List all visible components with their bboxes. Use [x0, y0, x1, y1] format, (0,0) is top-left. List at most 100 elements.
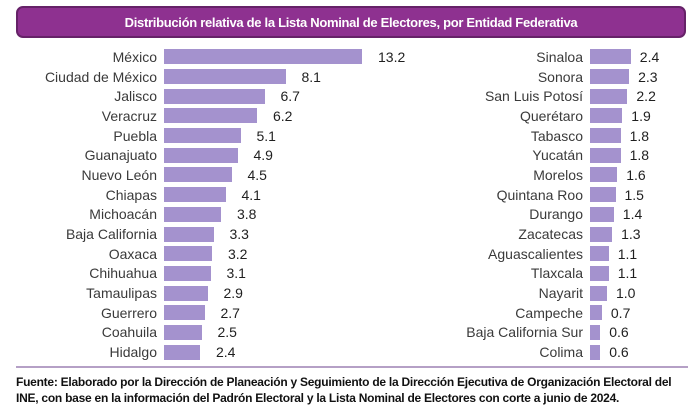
bar	[164, 147, 238, 163]
bar-row: Chihuahua 3.1	[16, 264, 416, 284]
bar	[164, 69, 286, 85]
value-label: 3.8	[237, 206, 257, 223]
bar-row: Aguascalientes 1.1	[360, 244, 696, 264]
category-label: Chiapas	[105, 186, 157, 203]
category-label: Tlaxcala	[530, 265, 583, 282]
bar-row: Baja California Sur 0.6	[360, 323, 696, 343]
bar-row: Baja California 3.3	[16, 224, 416, 244]
bar	[164, 285, 208, 301]
footer-divider	[16, 366, 688, 368]
value-label: 1.9	[631, 107, 651, 124]
value-label: 2.9	[223, 285, 243, 302]
bar-row: Hidalgo 2.4	[16, 342, 416, 362]
value-label: 1.8	[629, 127, 650, 144]
bar	[164, 265, 211, 281]
category-label: Veracruz	[101, 107, 157, 124]
category-label: Guanajuato	[84, 147, 157, 164]
category-label: Tabasco	[530, 127, 583, 144]
value-label: 13.2	[378, 48, 406, 65]
category-label: Nayarit	[538, 285, 583, 302]
bar	[590, 128, 621, 144]
value-label: 6.7	[280, 88, 300, 105]
bar-row: Tamaulipas 2.9	[16, 283, 416, 303]
chart-title: Distribución relativa de la Lista Nomina…	[124, 14, 578, 30]
value-label: 1.0	[616, 285, 636, 302]
bar	[590, 108, 623, 124]
category-label: Campeche	[515, 304, 583, 321]
category-label: Aguascalientes	[488, 245, 583, 262]
bar-row: Chiapas 4.1	[16, 185, 416, 205]
bar	[590, 285, 607, 301]
value-label: 0.7	[610, 304, 631, 321]
bar	[590, 69, 630, 85]
value-label: 3.1	[226, 265, 246, 282]
bar	[590, 167, 618, 183]
category-label: Chihuahua	[89, 265, 157, 282]
category-label: Querétaro	[519, 107, 583, 124]
bar	[164, 88, 265, 104]
bar	[590, 265, 609, 281]
category-label: Oaxaca	[108, 245, 157, 262]
bar-row: Nayarit 1.0	[360, 283, 696, 303]
value-label: 4.1	[241, 186, 261, 203]
value-label: 4.9	[253, 147, 273, 164]
bar	[590, 49, 631, 65]
bar-row: Guerrero 2.7	[16, 303, 416, 323]
bar	[590, 305, 602, 321]
bar-row: Campeche 0.7	[360, 303, 696, 323]
category-label: Yucatán	[532, 147, 583, 164]
value-label: 1.8	[629, 147, 650, 164]
bar	[590, 88, 628, 104]
category-label: Sonora	[537, 68, 583, 85]
category-label: Baja California	[65, 226, 157, 243]
value-label: 2.4	[639, 48, 660, 65]
bar	[164, 206, 221, 222]
bar-chart-left-column: México 13.2 Ciudad de México 8.1 Jalisco 6.7 V…	[16, 47, 416, 362]
category-label: Ciudad de México	[44, 68, 157, 85]
bar-row: Quintana Roo 1.5	[360, 185, 696, 205]
bar-row: Querétaro 1.9	[360, 106, 696, 126]
value-label: 3.2	[228, 245, 248, 262]
value-label: 0.6	[609, 344, 629, 361]
value-label: 0.6	[609, 324, 629, 341]
category-label: Tamaulipas	[86, 285, 157, 302]
value-label: 1.3	[621, 226, 641, 243]
category-label: Michoacán	[89, 206, 157, 223]
value-label: 2.7	[220, 304, 240, 321]
bar	[164, 246, 212, 262]
bar-row: Tlaxcala 1.1	[360, 264, 696, 284]
category-label: Jalisco	[114, 88, 157, 105]
bar	[164, 108, 257, 124]
category-label: México	[112, 48, 157, 65]
value-label: 4.5	[247, 166, 267, 183]
bar-row: Colima 0.6	[360, 342, 696, 362]
bar-row: Ciudad de México 8.1	[16, 67, 416, 87]
category-label: Nuevo León	[81, 166, 157, 183]
value-label: 2.5	[217, 324, 237, 341]
chart-title-bar: Distribución relativa de la Lista Nomina…	[16, 6, 686, 38]
bar-row: Puebla 5.1	[16, 126, 416, 146]
bar-row: Tabasco 1.8	[360, 126, 696, 146]
bar	[164, 49, 362, 65]
value-label: 1.1	[617, 245, 638, 262]
bar-row: Veracruz 6.2	[16, 106, 416, 126]
bar	[164, 305, 205, 321]
category-label: Sinaloa	[536, 48, 583, 65]
bar	[590, 206, 614, 222]
category-label: Quintana Roo	[496, 186, 583, 203]
category-label: Coahuila	[101, 324, 157, 341]
bar	[590, 344, 601, 360]
category-label: Puebla	[113, 127, 157, 144]
bar-row: Nuevo León 4.5	[16, 165, 416, 185]
bar-row: Zacatecas 1.3	[360, 224, 696, 244]
bar-row: Guanajuato 4.9	[16, 145, 416, 165]
bar-row: Oaxaca 3.2	[16, 244, 416, 264]
value-label: 2.4	[216, 344, 236, 361]
bar	[164, 128, 241, 144]
bar	[164, 167, 232, 183]
bar-row: Yucatán 1.8	[360, 145, 696, 165]
bar-row: Morelos 1.6	[360, 165, 696, 185]
category-label: Morelos	[533, 166, 583, 183]
value-label: 2.3	[638, 68, 658, 85]
